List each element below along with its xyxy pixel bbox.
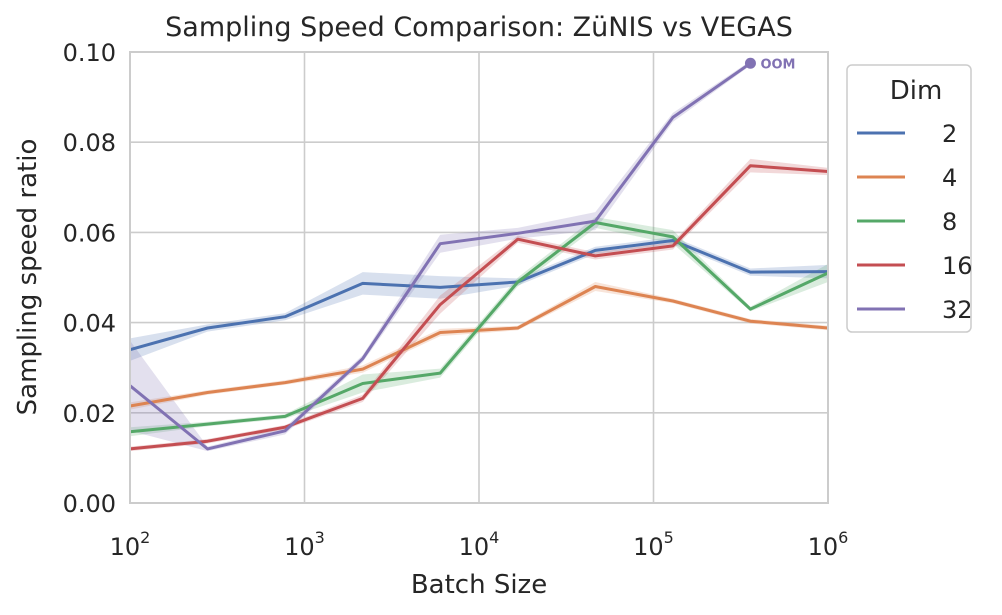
legend-label-2: 2 bbox=[942, 120, 957, 148]
x-tick-label: 104 bbox=[459, 528, 500, 561]
x-tick-exponent: 6 bbox=[838, 528, 848, 547]
legend-label-32: 32 bbox=[942, 296, 973, 324]
x-tick-label: 106 bbox=[808, 528, 849, 561]
x-tick-label: 103 bbox=[284, 528, 325, 561]
y-tick-label: 0.10 bbox=[63, 39, 116, 67]
x-tick-base: 10 bbox=[633, 533, 664, 561]
y-tick-label: 0.06 bbox=[63, 219, 116, 247]
y-tick-label: 0.02 bbox=[63, 400, 116, 428]
band-dim-4 bbox=[130, 282, 828, 410]
y-axis-ticks: 0.00 0.02 0.04 0.06 0.08 0.10 bbox=[63, 39, 116, 518]
x-tick-base: 10 bbox=[110, 533, 141, 561]
x-axis-ticks: 102 103 104 105 106 bbox=[110, 528, 849, 561]
x-tick-label: 102 bbox=[110, 528, 151, 561]
y-tick-label: 0.08 bbox=[63, 129, 116, 157]
y-axis-label: Sampling speed ratio bbox=[13, 139, 43, 416]
chart-title: Sampling Speed Comparison: ZüNIS vs VEGA… bbox=[165, 12, 793, 43]
legend-title: Dim bbox=[890, 76, 943, 106]
x-tick-base: 10 bbox=[459, 533, 490, 561]
x-axis-label: Batch Size bbox=[411, 570, 547, 600]
x-tick-exponent: 2 bbox=[140, 528, 150, 547]
legend-items: 2 4 8 16 32 bbox=[857, 120, 973, 324]
x-tick-exponent: 3 bbox=[315, 528, 325, 547]
x-tick-base: 10 bbox=[284, 533, 315, 561]
oom-marker bbox=[744, 57, 756, 69]
line-dim-8 bbox=[129, 221, 829, 434]
oom-label: OOM bbox=[760, 57, 795, 72]
plot-frame bbox=[129, 51, 829, 504]
x-tick-label: 105 bbox=[633, 528, 674, 561]
legend-label-8: 8 bbox=[942, 208, 957, 236]
series-lines bbox=[129, 62, 829, 451]
line-dim-16 bbox=[129, 164, 829, 451]
markers: OOM bbox=[744, 57, 795, 72]
y-tick-label: 0.00 bbox=[63, 490, 116, 518]
line-dim-2 bbox=[129, 239, 829, 352]
legend-label-4: 4 bbox=[942, 164, 957, 192]
line-dim-32 bbox=[129, 62, 752, 451]
x-tick-exponent: 5 bbox=[664, 528, 674, 547]
legend: Dim 2 4 8 16 32 bbox=[846, 64, 973, 333]
x-tick-exponent: 4 bbox=[489, 528, 499, 547]
line-dim-4 bbox=[129, 285, 829, 408]
y-tick-label: 0.04 bbox=[63, 310, 116, 338]
x-tick-base: 10 bbox=[808, 533, 839, 561]
legend-label-16: 16 bbox=[942, 252, 973, 280]
